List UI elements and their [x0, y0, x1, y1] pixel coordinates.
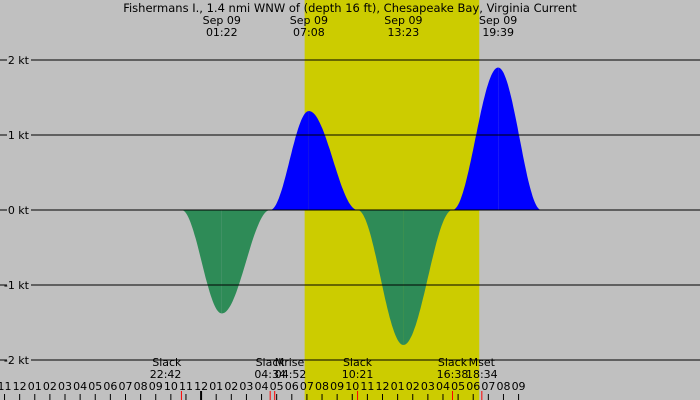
top-time-label: 19:39 — [482, 26, 514, 39]
top-time-label: 01:22 — [206, 26, 238, 39]
ebb-area — [403, 210, 453, 345]
ebb-area — [357, 210, 404, 345]
current-areas — [181, 67, 542, 345]
hour-tick-label: 05 — [451, 380, 465, 393]
top-date-label: Sep 09 — [479, 14, 517, 27]
hour-tick-label: 05 — [88, 380, 102, 393]
flood-area — [452, 67, 499, 210]
hour-tick-label: 04 — [255, 380, 269, 393]
event-name: Mrise — [275, 356, 305, 369]
hour-tick-label: 08 — [315, 380, 329, 393]
hour-tick-label: 02 — [406, 380, 420, 393]
y-tick-label: -1 kt — [4, 279, 30, 292]
hour-tick-label: 04 — [73, 380, 87, 393]
bottom-events: Slack22:42Slack04:34Mrise04:52Slack10:21… — [150, 356, 498, 400]
hour-tick-label: 01 — [209, 380, 223, 393]
ebb-area — [181, 210, 222, 314]
event-name: Slack — [438, 356, 468, 369]
y-tick-label: 2 kt — [8, 54, 30, 67]
hour-tick-label: 03 — [58, 380, 72, 393]
y-tick-label: -2 kt — [4, 354, 30, 367]
hour-tick-label: 10 — [164, 380, 178, 393]
top-time-label: 07:08 — [293, 26, 325, 39]
ebb-area — [221, 210, 271, 314]
y-tick-label: 1 kt — [8, 129, 30, 142]
hour-tick-label: 03 — [421, 380, 435, 393]
flood-area — [308, 111, 358, 210]
hour-tick-label: 07 — [481, 380, 495, 393]
hour-tick-label: 06 — [103, 380, 117, 393]
hour-tick-label: 09 — [330, 380, 344, 393]
hour-tick-label: 10 — [345, 380, 359, 393]
hour-axis: 11 12 01 02 03 04 05 06 07 08 09 10 11 12 01 02 03 04 05 06… — [0, 380, 526, 400]
event-time: 10:21 — [342, 368, 374, 381]
event-name: Slack — [152, 356, 182, 369]
top-time-label: 13:23 — [388, 26, 420, 39]
hour-tick-label: 09 — [149, 380, 163, 393]
hour-tick-label: 04 — [436, 380, 450, 393]
flood-area — [270, 111, 309, 210]
hour-tick-label: 11 — [360, 380, 374, 393]
hour-tick-label: 02 — [224, 380, 238, 393]
event-time: 22:42 — [150, 368, 182, 381]
y-axis-labels: 2 kt 1 kt 0 kt -1 kt -2 kt — [4, 54, 30, 367]
grid-lines — [0, 59, 700, 361]
hour-tick-label: 12 — [194, 380, 208, 393]
hour-tick-label: 01 — [391, 380, 405, 393]
hour-tick-label: 12 — [13, 380, 27, 393]
top-date-label: Sep 09 — [203, 14, 241, 27]
hour-tick-label: 05 — [270, 380, 284, 393]
hour-tick-label: 06 — [285, 380, 299, 393]
chart-title: Fishermans I., 1.4 nmi WNW of (depth 16 … — [123, 1, 577, 15]
event-time: 18:34 — [466, 368, 498, 381]
hour-tick-label: 11 — [179, 380, 193, 393]
event-time: 04:52 — [275, 368, 307, 381]
event-time: 16:38 — [437, 368, 469, 381]
flood-area — [498, 67, 542, 210]
hour-tick-label: 07 — [300, 380, 314, 393]
hour-tick-label: 07 — [118, 380, 132, 393]
event-time: 04:34 — [254, 368, 286, 381]
hour-tick-label: 08 — [134, 380, 148, 393]
event-name: Slack — [256, 356, 286, 369]
top-date-label: Sep 09 — [384, 14, 422, 27]
hour-tick-label: 03 — [239, 380, 253, 393]
hour-tick-label: 08 — [496, 380, 510, 393]
event-name: Slack — [343, 356, 373, 369]
y-tick-label: 0 kt — [8, 204, 30, 217]
event-name: Mset — [469, 356, 496, 369]
hour-tick-label: 06 — [466, 380, 480, 393]
hour-tick-label: 12 — [376, 380, 390, 393]
hour-tick-label: 09 — [512, 380, 526, 393]
top-date-label: Sep 09 — [290, 14, 328, 27]
hour-tick-label: 02 — [43, 380, 57, 393]
hour-tick-label: 01 — [28, 380, 42, 393]
hour-tick-label: 11 — [0, 380, 12, 393]
